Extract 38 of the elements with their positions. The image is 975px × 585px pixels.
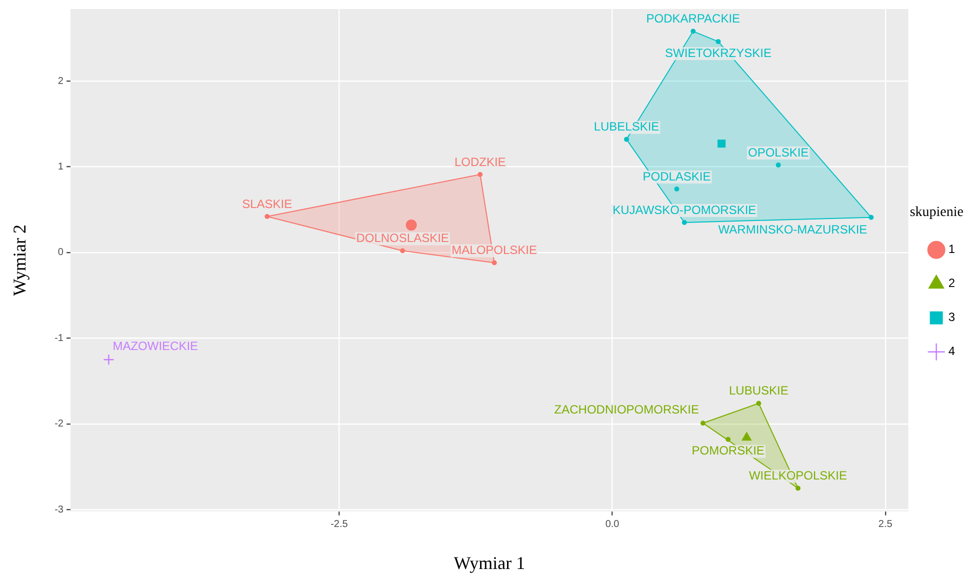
x-axis-title: Wymiar 1 xyxy=(454,552,526,573)
y-axis-title: Wymiar 2 xyxy=(10,224,30,296)
point xyxy=(776,162,781,168)
x-tick-label: -2.5 xyxy=(330,519,348,530)
data-label: WARMINSKO-MAZURSKIE xyxy=(718,222,868,237)
legend-label: 2 xyxy=(948,276,956,290)
y-tick-label: 1 xyxy=(58,162,64,172)
data-label: WIELKOPOLSKIE xyxy=(748,468,848,483)
data-label: ZACHODNIOPOMORSKIE xyxy=(554,402,699,416)
data-label: MAZOWIECKIE xyxy=(112,338,198,353)
point xyxy=(742,432,752,441)
data-label: DOLNOSLASKIE xyxy=(356,231,449,246)
y-tick-label: 2 xyxy=(58,76,64,87)
data-label: SWIETOKRZYSKIE xyxy=(665,46,772,60)
y-tick-label: 0 xyxy=(58,247,64,258)
legend-label: 1 xyxy=(948,242,956,256)
x-tick-label: 0.0 xyxy=(605,519,620,530)
point xyxy=(103,354,114,366)
data-label: SLASKIE xyxy=(242,196,292,211)
x-tick-label: 2.5 xyxy=(878,519,893,530)
point xyxy=(674,186,680,192)
legend-title: skupienie xyxy=(910,204,964,220)
y-tick-label: -2 xyxy=(54,418,64,430)
legend-label: 3 xyxy=(948,310,956,324)
data-label: OPOLSKIE xyxy=(748,145,809,160)
data-label: LUBUSKIE xyxy=(728,384,788,398)
data-label: PODLASKIE xyxy=(642,169,711,184)
data-label: LODZKIE xyxy=(454,154,506,169)
y-tick-label: -3 xyxy=(54,504,64,516)
data-label: KUJAWSKO-POMORSKIE xyxy=(612,202,756,217)
point xyxy=(406,220,417,231)
point xyxy=(718,140,726,148)
y-tick-label: -1 xyxy=(54,332,64,344)
data-label: MALOPOLSKIE xyxy=(452,243,538,258)
legend-label: 4 xyxy=(948,344,956,358)
data-label: PODKARPACKIE xyxy=(646,12,740,26)
data-label: POMORSKIE xyxy=(692,444,764,458)
data-label: LUBELSKIE xyxy=(594,120,660,134)
